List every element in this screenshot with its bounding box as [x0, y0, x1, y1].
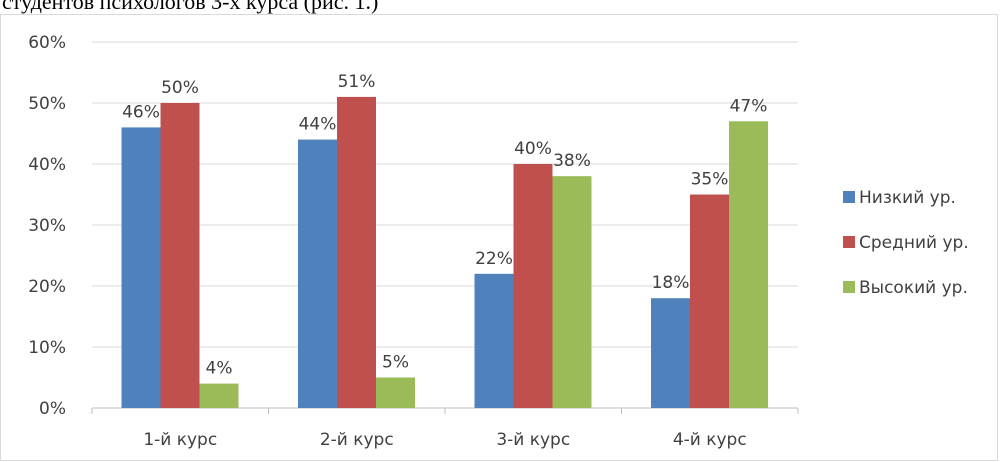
data-label: 51% — [338, 72, 376, 92]
x-category-label: 3-й курс — [496, 430, 570, 450]
data-label: 38% — [553, 151, 591, 171]
legend-label: Средний ур. — [859, 233, 969, 253]
data-label: 47% — [730, 96, 768, 116]
bar — [474, 273, 514, 408]
x-category-label: 2-й курс — [320, 430, 394, 450]
bar — [376, 377, 415, 408]
y-tick-label: 50% — [28, 94, 66, 114]
legend-swatch — [843, 236, 855, 248]
legend-swatch — [843, 191, 855, 203]
bar — [337, 96, 376, 409]
bar — [651, 298, 690, 408]
y-tick-label: 30% — [28, 216, 66, 236]
data-label: 18% — [652, 273, 690, 293]
data-label: 35% — [691, 170, 729, 190]
data-label: 50% — [161, 78, 199, 98]
y-tick-label: 20% — [28, 277, 66, 297]
x-category-label: 4-й курс — [673, 430, 747, 450]
data-label: 22% — [475, 249, 513, 269]
bar — [160, 103, 200, 408]
bar — [121, 127, 161, 409]
bar — [513, 164, 553, 408]
data-label: 40% — [514, 139, 552, 159]
x-category-label: 1-й курс — [143, 430, 217, 450]
bar — [729, 121, 768, 409]
figure-caption: студентов психологов 3-х курса (рис. 1.) — [2, 0, 379, 14]
data-label: 5% — [382, 353, 409, 373]
data-label: 44% — [299, 115, 337, 135]
legend-label: Низкий ур. — [859, 188, 956, 208]
data-label: 4% — [206, 359, 233, 379]
y-tick-label: 40% — [28, 155, 66, 175]
bar — [298, 139, 337, 408]
legend-label: Высокий ур. — [859, 278, 968, 298]
legend-swatch — [843, 281, 855, 293]
bar — [552, 176, 592, 408]
bar — [690, 194, 729, 408]
y-tick-label: 0% — [39, 399, 66, 419]
bar — [199, 383, 239, 408]
y-tick-label: 10% — [28, 338, 66, 358]
y-tick-label: 60% — [28, 33, 66, 53]
data-label: 46% — [122, 102, 160, 122]
